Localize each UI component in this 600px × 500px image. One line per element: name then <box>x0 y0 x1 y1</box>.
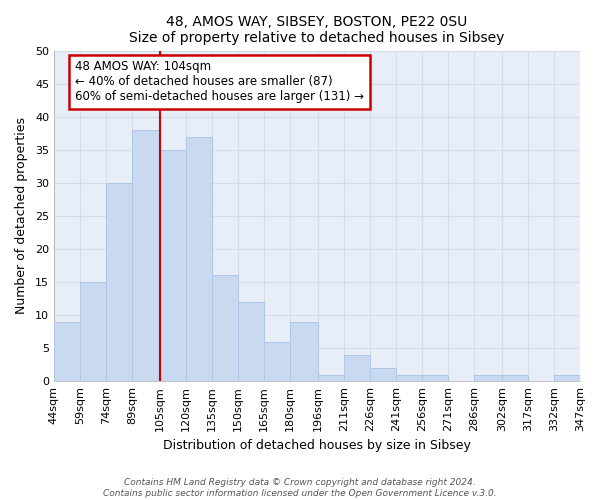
Bar <box>106 183 132 382</box>
Bar <box>238 302 264 382</box>
Bar <box>318 374 344 382</box>
Bar <box>554 374 580 382</box>
Bar <box>160 150 186 382</box>
Y-axis label: Number of detached properties: Number of detached properties <box>15 118 28 314</box>
Bar <box>370 368 396 382</box>
Bar <box>186 136 212 382</box>
Bar <box>212 276 238 382</box>
Bar <box>502 374 528 382</box>
Bar <box>344 355 370 382</box>
Bar <box>264 342 290 382</box>
Bar <box>290 322 318 382</box>
X-axis label: Distribution of detached houses by size in Sibsey: Distribution of detached houses by size … <box>163 440 471 452</box>
Bar <box>80 282 106 382</box>
Text: Contains HM Land Registry data © Crown copyright and database right 2024.
Contai: Contains HM Land Registry data © Crown c… <box>103 478 497 498</box>
Bar <box>396 374 422 382</box>
Title: 48, AMOS WAY, SIBSEY, BOSTON, PE22 0SU
Size of property relative to detached hou: 48, AMOS WAY, SIBSEY, BOSTON, PE22 0SU S… <box>129 15 505 45</box>
Bar <box>54 322 80 382</box>
Bar <box>474 374 502 382</box>
Bar <box>132 130 160 382</box>
Bar <box>422 374 448 382</box>
Text: 48 AMOS WAY: 104sqm
← 40% of detached houses are smaller (87)
60% of semi-detach: 48 AMOS WAY: 104sqm ← 40% of detached ho… <box>75 60 364 104</box>
